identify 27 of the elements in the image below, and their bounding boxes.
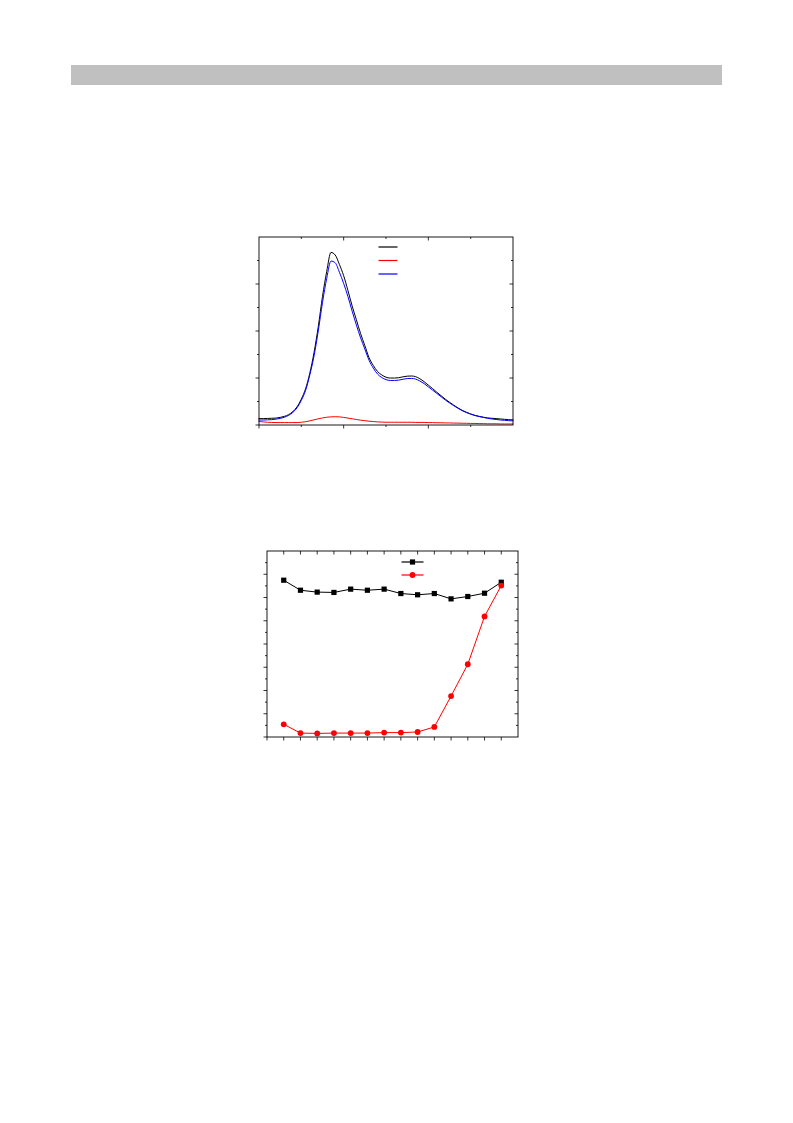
- point: [498, 582, 505, 589]
- point: [481, 590, 488, 596]
- point: [280, 721, 287, 728]
- point: [364, 730, 371, 736]
- point: [465, 593, 471, 600]
- point: [347, 730, 354, 736]
- point: [448, 596, 454, 602]
- point: [448, 693, 454, 699]
- point: [431, 724, 438, 730]
- point: [314, 589, 320, 595]
- point: [348, 586, 354, 592]
- point: [331, 589, 337, 596]
- point: [381, 586, 387, 592]
- point: [464, 661, 471, 668]
- point: [398, 590, 404, 597]
- point: [297, 730, 304, 736]
- point: [297, 587, 304, 593]
- point: [397, 729, 404, 736]
- point: [414, 729, 421, 735]
- point: [364, 587, 370, 593]
- point: [415, 592, 421, 598]
- point: [314, 730, 321, 737]
- point: [281, 577, 287, 583]
- point: [331, 730, 337, 736]
- point: [431, 590, 437, 597]
- point: [381, 729, 388, 736]
- point: [481, 613, 488, 620]
